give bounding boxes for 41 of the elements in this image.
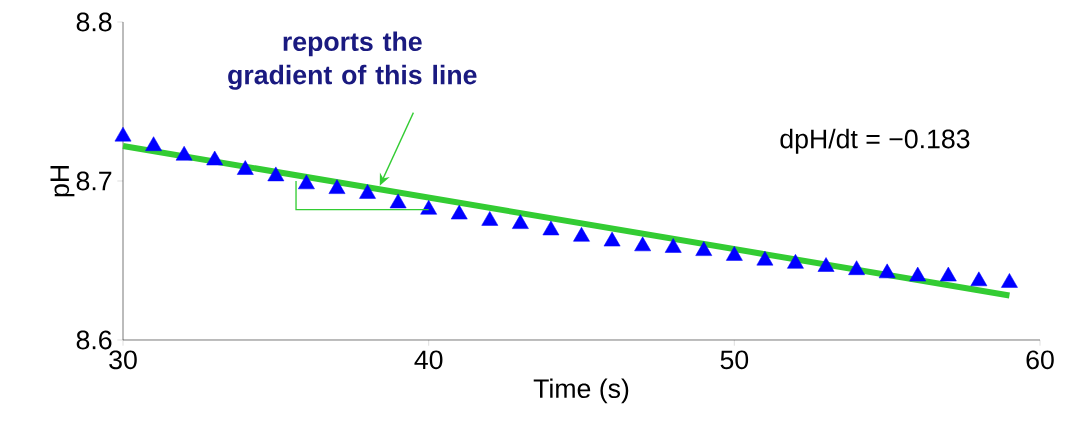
point (145, 136, 162, 151)
point (267, 166, 285, 182)
point (450, 204, 468, 220)
point (725, 246, 743, 261)
point (909, 266, 927, 282)
point (175, 145, 193, 161)
x-tick-label: 50 (720, 350, 749, 370)
point (298, 174, 315, 190)
point (1001, 273, 1018, 288)
y-tick-label: 8.8 (76, 12, 112, 32)
y-axis-title: pH (50, 166, 75, 197)
point (236, 160, 254, 175)
point (114, 126, 132, 142)
point (970, 271, 988, 287)
x-tick-label: 30 (109, 350, 137, 370)
point (389, 193, 407, 209)
point (206, 150, 224, 166)
annotation: dpH/dt = −0.183 (780, 128, 970, 154)
x-axis-title: Time (s) (533, 378, 629, 404)
point (328, 179, 346, 194)
y-tick-label: 8.6 (76, 330, 112, 350)
point (634, 236, 651, 252)
point (573, 227, 590, 242)
point (359, 184, 376, 199)
point (512, 214, 529, 229)
y-tick-label: 8.7 (76, 171, 112, 191)
x-tick-label: 60 (1026, 350, 1054, 370)
point (695, 241, 713, 256)
point (848, 260, 865, 275)
point (603, 231, 621, 247)
point (420, 200, 438, 215)
x-tick-label: 40 (414, 350, 443, 370)
point (664, 238, 682, 253)
point (878, 263, 896, 279)
point (756, 250, 774, 266)
point (481, 211, 499, 226)
point (787, 254, 804, 269)
annotation: reports the gradient of this line (228, 31, 477, 90)
point (817, 257, 835, 272)
point (939, 266, 957, 282)
point (542, 220, 560, 236)
